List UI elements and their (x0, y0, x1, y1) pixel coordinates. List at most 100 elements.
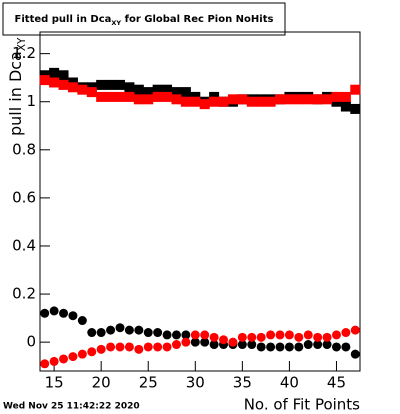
point (87, 347, 97, 357)
point (303, 330, 313, 340)
point (284, 330, 294, 340)
point (256, 342, 266, 352)
point (322, 332, 332, 342)
point (143, 328, 153, 338)
point (340, 101, 351, 112)
point (284, 342, 294, 352)
point (87, 328, 97, 338)
point (77, 349, 87, 359)
point (59, 308, 69, 318)
point (143, 342, 153, 352)
point (134, 344, 144, 354)
text-part: for Global Rec Pion NoHits (121, 14, 273, 25)
point (209, 340, 219, 350)
point (77, 316, 87, 326)
point (96, 91, 107, 102)
point (105, 91, 116, 102)
point (115, 91, 125, 102)
point (106, 325, 116, 335)
point (237, 340, 247, 350)
point (49, 77, 60, 88)
point (275, 94, 285, 105)
point (303, 340, 313, 350)
chart-title: Fitted pull in DcaXY for Global Rec Pion… (15, 14, 274, 27)
point (49, 67, 60, 78)
point (162, 91, 173, 102)
point (58, 79, 69, 90)
point (303, 94, 314, 105)
x-tick-label: 30 (186, 374, 205, 392)
point (67, 82, 78, 93)
point (209, 96, 220, 107)
point (171, 94, 182, 105)
point (350, 103, 361, 114)
point (266, 342, 276, 352)
point (143, 87, 154, 98)
point (219, 335, 229, 345)
point (350, 349, 360, 359)
point (40, 308, 50, 318)
y-tick-label: 0.6 (12, 188, 36, 206)
y-tick-label: 0.2 (12, 285, 36, 303)
point (96, 79, 107, 90)
point (294, 342, 304, 352)
y-tick-label: 1.2 (12, 44, 36, 62)
point (105, 79, 116, 90)
point (40, 359, 50, 369)
point (96, 344, 106, 354)
point (190, 330, 200, 340)
point (256, 96, 267, 107)
point (341, 328, 351, 338)
x-axis-label: No. of Fit Points (244, 396, 360, 414)
point (331, 342, 341, 352)
point (162, 342, 172, 352)
point (96, 328, 106, 338)
point (331, 91, 342, 102)
point (293, 94, 304, 105)
point (162, 84, 173, 95)
point (181, 337, 191, 347)
point (133, 84, 144, 95)
point (49, 306, 59, 316)
point (134, 325, 144, 335)
timestamp: Wed Nov 25 11:42:22 2020 (3, 402, 140, 412)
point (247, 340, 257, 350)
point (180, 96, 191, 107)
point (313, 340, 323, 350)
point (275, 342, 285, 352)
point (312, 94, 323, 105)
point (152, 91, 163, 102)
point (247, 332, 257, 342)
point (39, 75, 50, 86)
point (350, 84, 361, 95)
point (68, 352, 78, 362)
point (162, 330, 172, 340)
point (340, 91, 351, 102)
point (58, 70, 69, 81)
subscript: XY (16, 37, 28, 51)
point (59, 354, 69, 364)
point (171, 340, 181, 350)
y-tick-label: 1 (26, 92, 36, 110)
title-box (2, 2, 286, 36)
x-tick-label: 35 (233, 374, 252, 392)
point (266, 330, 276, 340)
point (199, 99, 210, 110)
point (190, 337, 200, 347)
point (228, 337, 238, 347)
point (331, 330, 341, 340)
y-tick-label: 0.8 (12, 140, 36, 158)
x-tick-label: 15 (45, 374, 64, 392)
point (313, 332, 323, 342)
x-tick-label: 25 (139, 374, 158, 392)
point (152, 84, 163, 95)
text-part: pull in Dca (6, 51, 25, 136)
y-axis-label: pull in DcaXY (6, 37, 29, 136)
point (106, 342, 116, 352)
point (180, 87, 191, 98)
point (322, 340, 332, 350)
point (86, 87, 97, 98)
y-tick-label: 0 (26, 333, 36, 351)
point (124, 82, 135, 93)
